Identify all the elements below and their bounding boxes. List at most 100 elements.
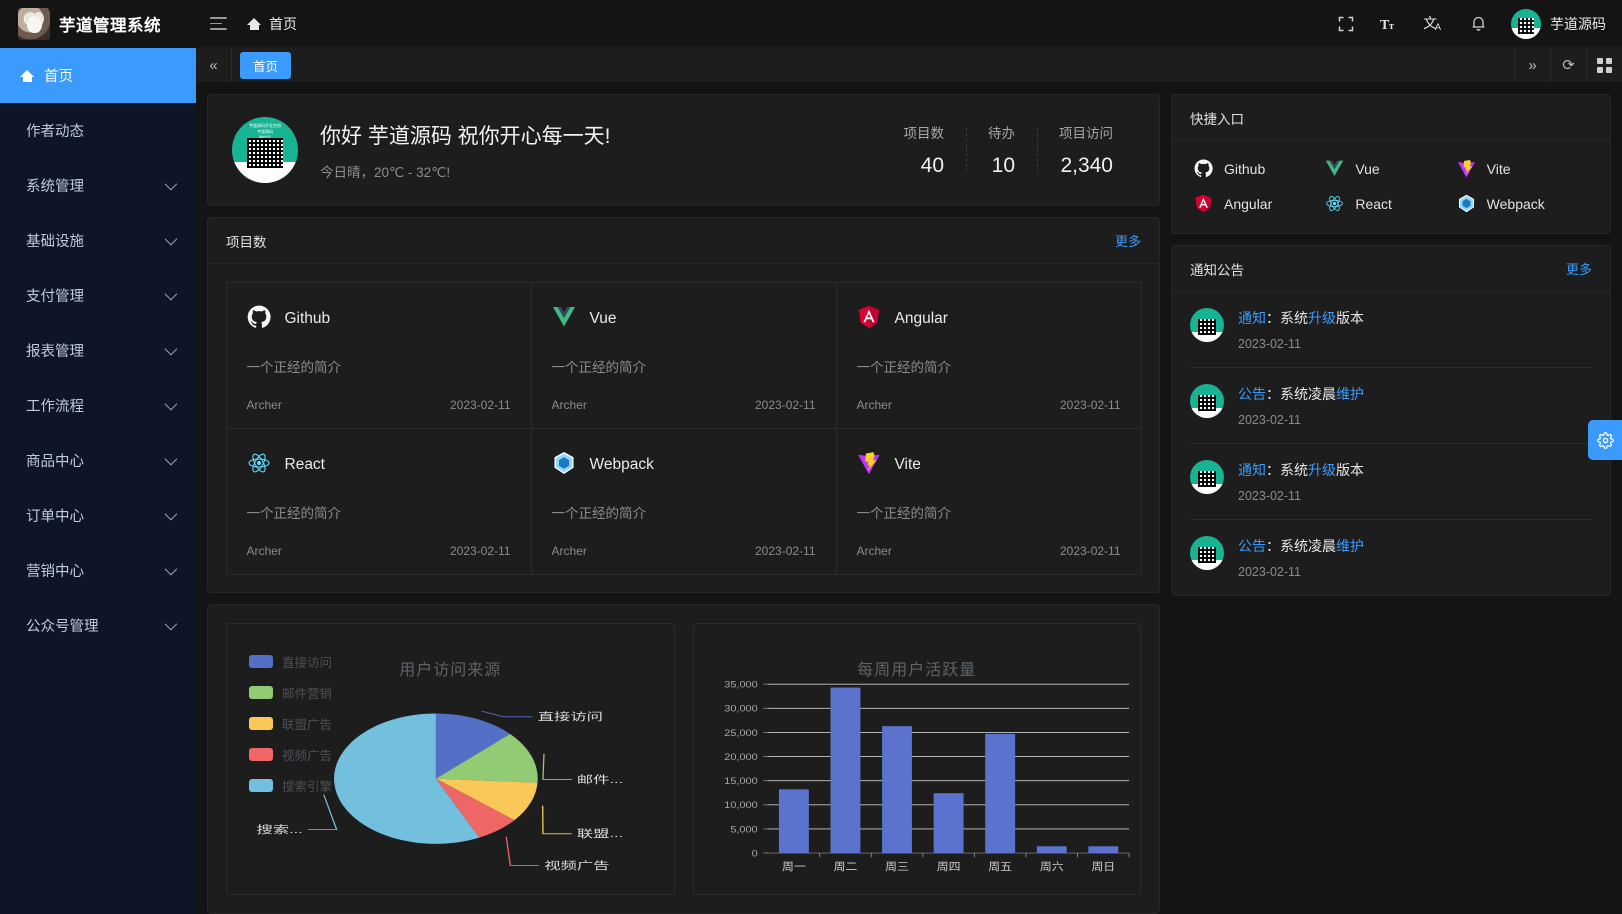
top-bar-right: T т 文 A: [1335, 8, 1622, 39]
notice-avatar: [1190, 460, 1224, 494]
notice-sep: ：系统: [1266, 462, 1308, 478]
tabs-scroll-left-button[interactable]: «: [196, 48, 232, 82]
translate-icon[interactable]: 文 A: [1423, 13, 1445, 35]
quick-entry-github[interactable]: Github: [1194, 159, 1325, 178]
github-icon: [247, 305, 271, 334]
quick-entry-header: 快捷入口: [1172, 95, 1610, 141]
sidebar-item-marketing[interactable]: 营销中心: [0, 543, 196, 598]
fullscreen-icon[interactable]: [1335, 13, 1357, 35]
refresh-icon[interactable]: ⟳: [1550, 48, 1586, 82]
avatar-caption: 芋道源码开发文档芋道源码微信号: [249, 123, 281, 140]
bar[interactable]: [1087, 846, 1118, 854]
quick-entry-angular[interactable]: Angular: [1194, 194, 1325, 213]
project-card[interactable]: React 一个正经的简介 Archer 2023-02-11: [225, 427, 532, 575]
project-date: 2023-02-11: [450, 397, 511, 412]
menu-toggle-icon[interactable]: [210, 17, 227, 30]
tab-home[interactable]: 首页: [240, 51, 292, 79]
stat-visits: 项目访问 2,340: [1037, 122, 1135, 178]
banner-avatar: 芋道源码开发文档芋道源码微信号: [232, 117, 298, 183]
bar[interactable]: [881, 726, 912, 854]
pie-slice[interactable]: [435, 713, 511, 779]
project-footer: Archer 2023-02-11: [552, 544, 816, 558]
notices-header: 通知公告 更多: [1172, 246, 1610, 292]
project-card[interactable]: Angular 一个正经的简介 Archer 2023-02-11: [835, 281, 1142, 429]
grid-icon: [1597, 57, 1612, 73]
pie-slice[interactable]: [435, 778, 515, 838]
project-author: Archer: [246, 543, 282, 558]
pie-slice[interactable]: [334, 713, 480, 844]
tabs-scroll-right-button[interactable]: »: [1514, 48, 1550, 82]
notice-title[interactable]: 公告：系统凌晨维护: [1238, 536, 1592, 556]
project-heading: Vite: [857, 451, 1121, 480]
quick-entry-label: Vue: [1355, 160, 1380, 177]
quick-entry-vue[interactable]: Vue: [1325, 159, 1456, 178]
notice-date: 2023-02-11: [1238, 413, 1302, 427]
sidebar-logo[interactable]: 芋道管理系统: [0, 0, 196, 48]
sidebar-item-mp[interactable]: 公众号管理: [0, 598, 196, 653]
legend-swatch: [249, 655, 273, 668]
bar[interactable]: [1036, 846, 1067, 854]
sidebar-item-infra[interactable]: 基础设施: [0, 213, 196, 268]
chevron-down-icon: [164, 397, 178, 411]
angular-icon: [857, 305, 881, 334]
sidebar-item-report[interactable]: 报表管理: [0, 323, 196, 378]
project-card[interactable]: Vue 一个正经的简介 Archer 2023-02-11: [530, 281, 837, 429]
pie-slice-label: 视频广告: [544, 860, 609, 871]
project-card[interactable]: Vite 一个正经的简介 Archer 2023-02-11: [835, 427, 1142, 575]
user-menu[interactable]: 芋道源码: [1511, 8, 1606, 39]
notice-item[interactable]: 通知：系统升级版本 2023-02-11: [1190, 292, 1592, 368]
quick-entry-react[interactable]: React: [1325, 194, 1456, 213]
legend-item[interactable]: 邮件营销: [249, 683, 332, 702]
bar-svg: 0 5,000 10,000 15,000 20,000 25,000 30,000 35,0…: [724, 680, 1130, 873]
bar[interactable]: [830, 687, 860, 854]
breadcrumb[interactable]: 首页: [247, 14, 297, 34]
notice-highlight: 升级: [1308, 310, 1336, 326]
notice-kind: 公告: [1238, 538, 1266, 554]
quick-entry-webpack[interactable]: Webpack: [1457, 194, 1588, 213]
pie-legend: 直接访问 邮件营销 联盟广告: [249, 652, 332, 795]
notice-item[interactable]: 公告：系统凌晨维护 2023-02-11: [1190, 368, 1592, 444]
notice-title[interactable]: 公告：系统凌晨维护: [1238, 384, 1592, 404]
legend-item[interactable]: 搜索引擎: [249, 776, 332, 795]
pie-slice[interactable]: [435, 734, 538, 783]
sidebar-item-order[interactable]: 订单中心: [0, 488, 196, 543]
notice-title[interactable]: 通知：系统升级版本: [1238, 308, 1592, 328]
sidebar-item-system[interactable]: 系统管理: [0, 158, 196, 213]
notice-item[interactable]: 通知：系统升级版本 2023-02-11: [1190, 444, 1592, 520]
legend-item[interactable]: 联盟广告: [249, 714, 332, 733]
legend-item[interactable]: 直接访问: [249, 652, 332, 671]
sidebar-item-home[interactable]: 首页: [0, 48, 196, 103]
y-tick-label: 25,000: [724, 728, 758, 738]
sidebar-item-workflow[interactable]: 工作流程: [0, 378, 196, 433]
pie-slice[interactable]: [435, 778, 538, 821]
project-heading: React: [247, 451, 511, 480]
project-date: 2023-02-11: [1060, 543, 1121, 558]
tab-options-icon[interactable]: [1586, 48, 1622, 82]
settings-fab[interactable]: [1588, 420, 1622, 460]
bell-icon[interactable]: [1467, 13, 1489, 35]
notice-item[interactable]: 公告：系统凌晨维护 2023-02-11: [1190, 520, 1592, 595]
legend-item[interactable]: 视频广告: [249, 745, 332, 764]
project-name: Webpack: [589, 456, 654, 473]
font-size-icon[interactable]: T т: [1379, 13, 1401, 35]
bar[interactable]: [778, 789, 809, 854]
notices-more-link[interactable]: 更多: [1565, 262, 1592, 277]
chevron-down-icon: [164, 507, 178, 521]
project-card[interactable]: Github 一个正经的简介 Archer 2023-02-11: [225, 281, 532, 429]
project-card[interactable]: Webpack 一个正经的简介 Archer 2023-02-11: [530, 427, 837, 575]
sidebar-item-product[interactable]: 商品中心: [0, 433, 196, 488]
notice-title[interactable]: 通知：系统升级版本: [1238, 460, 1592, 480]
bar[interactable]: [984, 733, 1015, 854]
bar[interactable]: [933, 793, 964, 854]
project-desc: 一个正经的简介: [551, 505, 647, 521]
x-tick-label: 周一: [782, 860, 806, 872]
chevron-down-icon: [164, 342, 178, 356]
sidebar-item-payment[interactable]: 支付管理: [0, 268, 196, 323]
notices-title: 通知公告: [1190, 262, 1244, 278]
pie-leader-line: [542, 805, 572, 835]
pie-leader-line: [307, 794, 338, 831]
projects-more-link[interactable]: 更多: [1114, 234, 1141, 249]
quick-entry-vite[interactable]: Vite: [1457, 159, 1588, 178]
sidebar-item-author-news[interactable]: 作者动态: [0, 103, 196, 158]
